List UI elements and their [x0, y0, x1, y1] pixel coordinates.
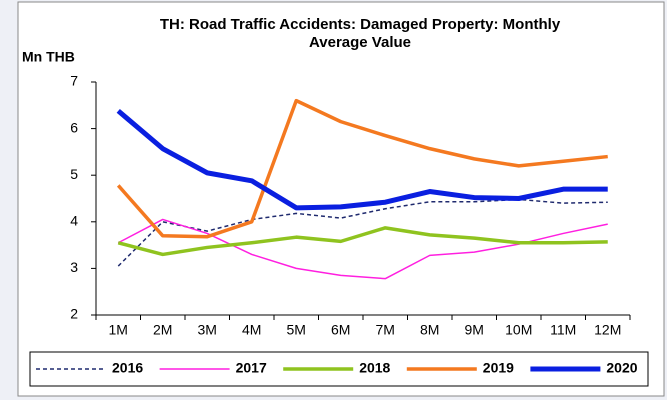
- legend-label: 2019: [483, 360, 514, 376]
- y-tick-label: 5: [70, 166, 78, 182]
- y-tick-label: 4: [70, 213, 78, 229]
- series-line: [116, 108, 608, 211]
- y-tick-label: 7: [70, 73, 78, 89]
- legend-label: 2018: [359, 360, 390, 376]
- x-tick-label: 12M: [594, 322, 621, 338]
- chart-frame: [17, 1, 665, 397]
- x-tick-label: 10M: [505, 322, 532, 338]
- y-axis-label: Mn THB: [22, 49, 75, 65]
- x-tick-label: 4M: [242, 322, 261, 338]
- series-line: [116, 98, 608, 239]
- legend-label: 2016: [112, 360, 143, 376]
- x-tick-label: 1M: [109, 322, 128, 338]
- y-tick-label: 2: [70, 306, 78, 322]
- x-tick-label: 9M: [465, 322, 484, 338]
- x-tick-label: 3M: [198, 322, 217, 338]
- series-line: [117, 198, 608, 267]
- legend-label: 2020: [606, 360, 637, 376]
- x-tick-label: 2M: [153, 322, 172, 338]
- y-tick-label: 3: [70, 259, 78, 275]
- x-tick-label: 6M: [331, 322, 350, 338]
- legend-label: 2017: [236, 360, 267, 376]
- x-tick-label: 7M: [376, 322, 395, 338]
- chart-title: TH: Road Traffic Accidents: Damaged Prop…: [159, 16, 561, 51]
- x-tick-label: 8M: [420, 322, 439, 338]
- series-line: [117, 226, 608, 257]
- y-tick-label: 6: [70, 119, 78, 135]
- x-tick-label: 11M: [550, 322, 576, 338]
- x-tick-label: 5M: [287, 322, 306, 338]
